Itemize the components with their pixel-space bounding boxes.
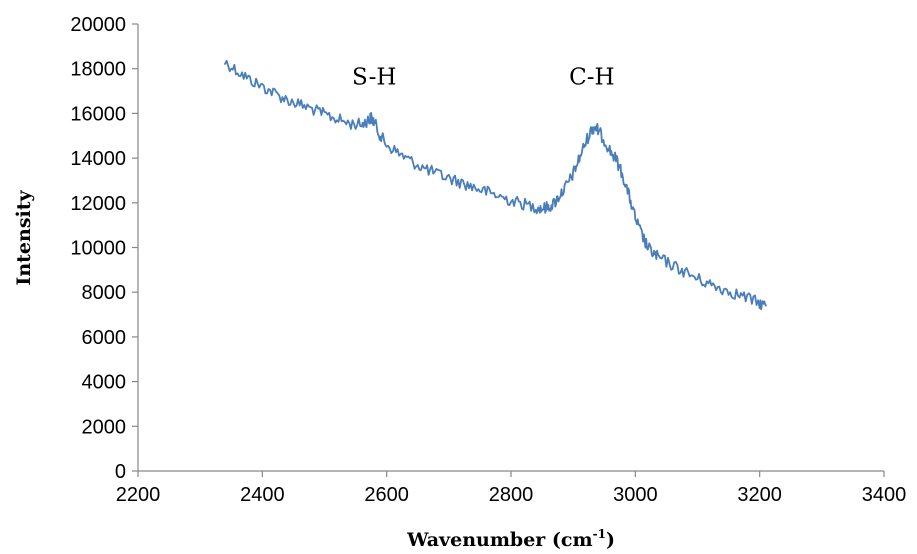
y-axis-title: Intensity xyxy=(13,189,35,285)
x-tick-label: 3000 xyxy=(613,484,658,506)
x-tick-label: 3200 xyxy=(737,484,782,506)
y-tick-label: 14000 xyxy=(70,148,126,170)
y-tick-label: 10000 xyxy=(70,238,126,260)
y-tick-label: 12000 xyxy=(70,193,126,215)
y-tick-label: 0 xyxy=(115,461,126,483)
x-tick-label: 2800 xyxy=(489,484,534,506)
x-tick-label: 2400 xyxy=(240,484,285,506)
annotation-label: C-H xyxy=(569,64,614,90)
y-tick-label: 16000 xyxy=(70,103,126,125)
y-axis: 0 2000 4000 6000 8000 10000 12000 14000 16000 180… xyxy=(70,14,139,483)
y-tick-label: 20000 xyxy=(70,14,126,36)
annotation-label: S-H xyxy=(352,64,396,90)
x-axis-title-main: Wavenumber (cm xyxy=(406,529,593,551)
annotation-group: S-H C-H xyxy=(352,64,615,90)
x-tick-label: 2600 xyxy=(364,484,409,506)
y-tick-label: 6000 xyxy=(82,327,127,349)
y-tick-label: 4000 xyxy=(82,372,127,394)
y-tick-label: 2000 xyxy=(82,416,127,438)
x-axis: 2200 2400 2600 2800 3000 3200 3400 xyxy=(116,470,907,506)
series-group xyxy=(224,59,767,311)
y-tick-label: 8000 xyxy=(82,282,127,304)
x-axis-title-sup: -1 xyxy=(593,527,606,541)
x-tick-label: 2200 xyxy=(116,484,161,506)
x-axis-title: Wavenumber (cm-1) xyxy=(406,527,615,551)
series-line-0 xyxy=(224,59,767,311)
x-tick-label: 3400 xyxy=(862,484,907,506)
x-axis-title-close: ) xyxy=(606,529,615,551)
y-tick-label: 18000 xyxy=(70,59,126,81)
